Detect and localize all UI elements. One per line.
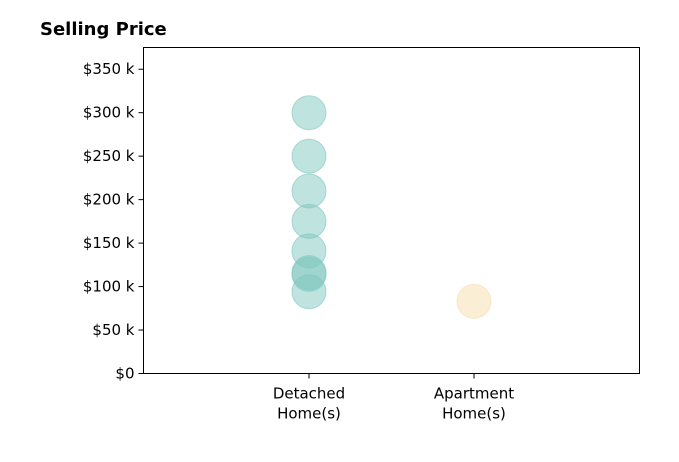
chart-title: Selling Price bbox=[40, 19, 167, 40]
y-tick-label: $200 k bbox=[83, 191, 135, 209]
y-tick-label: $350 k bbox=[83, 60, 135, 78]
y-tick-label: $250 k bbox=[83, 147, 135, 165]
y-tick-label: $300 k bbox=[83, 104, 135, 122]
x-tick-label: Apartment bbox=[434, 385, 514, 403]
data-point bbox=[291, 203, 327, 239]
data-point bbox=[291, 95, 327, 131]
y-tick-label: $50 k bbox=[92, 321, 134, 339]
y-tick-label: $100 k bbox=[83, 278, 135, 296]
y-axis: $0 $50 k $100 k $150 k $200 k $250 k $300 k $35… bbox=[83, 60, 144, 383]
x-tick-label: Detached bbox=[273, 385, 345, 403]
data-point bbox=[291, 274, 327, 310]
x-axis: Detached Home(s) Apartment Home(s) bbox=[273, 373, 514, 423]
y-tick-label: $0 bbox=[115, 365, 134, 383]
data-point bbox=[291, 138, 327, 174]
data-point bbox=[291, 173, 327, 209]
y-tick-label: $150 k bbox=[83, 234, 135, 252]
data-points bbox=[291, 95, 492, 319]
x-tick-label: Home(s) bbox=[442, 405, 506, 423]
x-tick-label: Home(s) bbox=[277, 405, 341, 423]
plot-area-frame bbox=[143, 47, 640, 374]
data-point bbox=[456, 283, 492, 319]
